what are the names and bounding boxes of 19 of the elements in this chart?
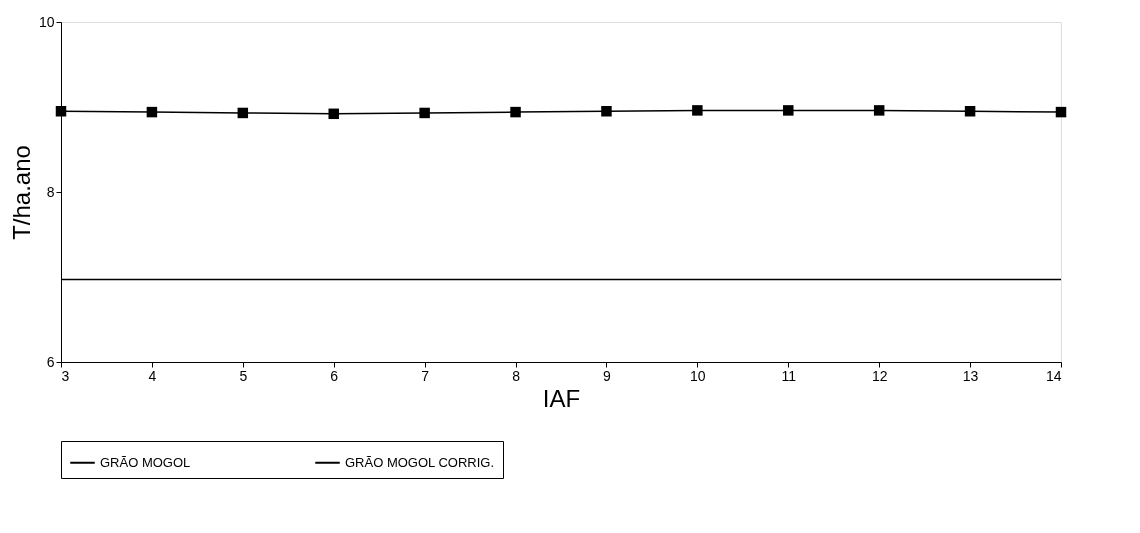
x-tick-label: 3 [61,367,70,384]
x-tick-label: 7 [421,367,430,384]
x-axis-title: IAF [542,384,581,412]
x-tick-label: 9 [603,367,612,384]
y-tick-label: 10 [38,13,55,30]
y-axis-title: T/ha.ano [7,145,35,240]
x-tick-label: 8 [512,367,521,384]
y-tick-label: 6 [46,353,55,370]
y-tick-label: 8 [46,183,55,200]
x-tick-label: 10 [690,367,706,384]
x-tick-label: 4 [148,367,157,384]
x-tick-label: 12 [871,367,888,384]
x-tick-label: 11 [781,367,797,384]
x-tick-label: 6 [330,367,339,384]
legend-label: GRÃO MOGOL CORRIG. [345,454,495,470]
legend-label: GRÃO MOGOL [100,454,191,470]
x-tick-label: 13 [962,367,979,384]
x-tick-label: 5 [239,367,248,384]
x-tick-label: 14 [1045,367,1062,384]
